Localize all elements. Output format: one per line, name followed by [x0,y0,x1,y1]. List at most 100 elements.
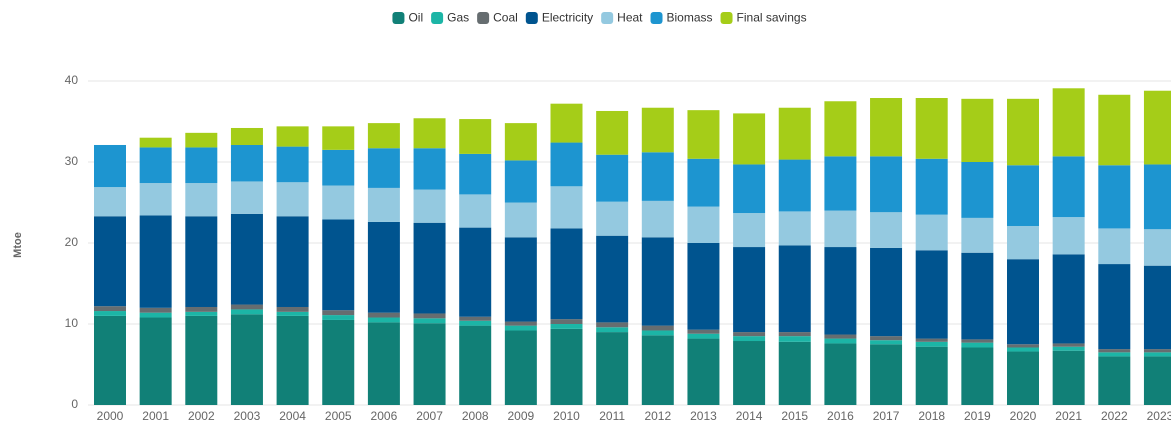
bar-segment [459,316,492,321]
bar-segment [504,325,537,331]
bar-segment [1052,350,1085,405]
bar-segment [94,216,126,307]
bar-segment [596,154,629,202]
bar-segment [778,159,811,212]
bar-segment [687,243,720,330]
y-tick-label: 30 [65,154,79,168]
bar-segment [459,320,492,326]
legend-swatch [392,12,405,24]
bar-segment [230,181,263,214]
bar-segment [550,328,583,405]
x-tick-label: 2018 [918,409,945,423]
bar-segment [961,339,994,343]
bar-segment [824,101,857,157]
bar-segment [1143,90,1171,165]
bar-segment [915,98,948,159]
legend-label: Gas [447,11,469,25]
bar-segment [139,317,172,405]
bar-segment [139,147,172,184]
bar-segment [459,194,492,228]
x-tick-label: 2009 [507,409,534,423]
bar-segment [550,186,583,229]
x-tick-label: 2015 [781,409,808,423]
x-tick-label: 2001 [142,409,169,423]
bar-segment [504,237,537,322]
bar-segment [185,216,218,307]
x-tick-label: 2006 [371,409,398,423]
legend-swatch [431,12,444,24]
x-tick-label: 2010 [553,409,580,423]
bar-segment [870,336,903,341]
x-tick-label: 2008 [462,409,489,423]
bar-segment [778,341,811,405]
bar-segment [230,304,263,310]
bar-segment [1098,264,1131,350]
bar-segment [94,306,126,312]
x-tick-label: 2013 [690,409,717,423]
bar-segment [367,317,400,323]
bar-segment [1007,225,1039,260]
x-tick-label: 2014 [736,409,763,423]
bar-segment [367,187,400,222]
bar-segment [1143,164,1171,230]
y-tick-label: 10 [65,316,79,330]
legend-swatch [525,12,538,24]
bar-segment [504,202,537,238]
bar-segment [596,201,629,236]
bar-segment [915,158,948,215]
bar-segment [1098,94,1131,166]
bar-segment [1007,98,1039,166]
x-tick-label: 2016 [827,409,854,423]
bar-segment [1052,217,1085,255]
bar-segment [596,110,629,155]
x-tick-label: 2011 [599,409,625,423]
bar-segment [687,333,720,339]
bar-segment [1143,356,1171,405]
bar-segment [961,98,994,162]
bar-segment [961,217,994,253]
bar-segment [185,311,218,316]
bar-segment [1052,88,1085,157]
bar-segment [94,315,126,405]
x-tick-label: 2004 [279,409,306,423]
bar-segment [870,156,903,213]
bar-segment [1052,346,1085,351]
bar-segment [961,347,994,405]
bar-segment [1098,165,1131,229]
bar-segment [824,338,857,344]
x-tick-label: 2007 [416,409,443,423]
bar-segment [504,123,537,161]
bar-segment [367,148,400,188]
bar-segment [230,213,263,305]
bar-segment [276,126,309,147]
bar-segment [641,200,674,238]
y-tick-label: 40 [65,73,79,87]
bar-segment [641,330,674,336]
bar-segment [185,147,218,184]
bar-segment [1143,349,1171,353]
bar-segment [596,332,629,405]
bar-segment [824,156,857,211]
bar-segment [870,212,903,248]
legend-label: Oil [408,11,423,25]
bar-segment [367,221,400,313]
bar-segment [961,342,994,348]
bar-segment [550,319,583,324]
bar-segment [687,158,720,207]
bar-segment [1143,352,1171,357]
bar-segment [870,340,903,345]
x-tick-label: 2020 [1010,409,1037,423]
bar-segment [915,214,948,251]
bar-segment [1098,356,1131,405]
bar-segment [687,329,720,334]
bar-segment [139,307,172,313]
bar-segment [870,344,903,405]
bar-segment [550,228,583,320]
legend-label: Heat [617,11,643,25]
bar-segment [413,318,446,324]
bar-segment [641,152,674,201]
bar-segment [824,343,857,405]
bar-segment [230,309,263,315]
bar-segment [824,210,857,248]
